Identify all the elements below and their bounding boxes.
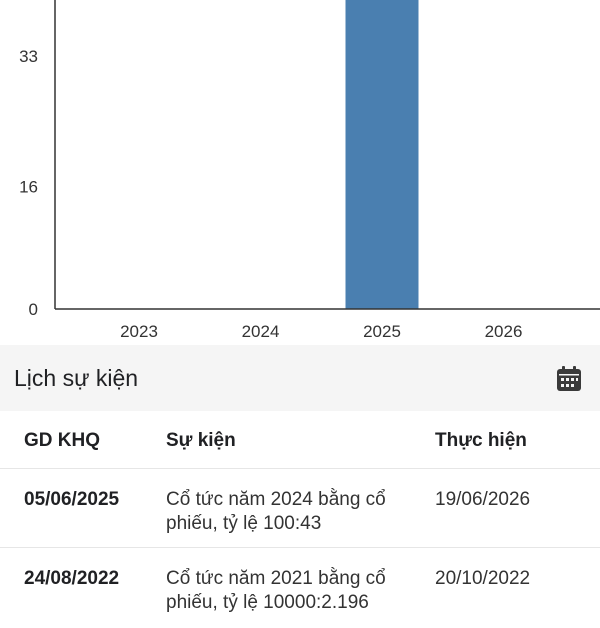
table-row[interactable]: 24/08/2022 Cổ tức năm 2021 bằng cổ phiếu… <box>0 548 600 628</box>
bar-2025 <box>345 0 419 309</box>
row-done: 20/10/2022 <box>435 568 531 589</box>
events-section-header: Lịch sự kiện <box>0 345 600 411</box>
x-tick-label: 2023 <box>120 322 158 341</box>
column-header-event: Sự kiện <box>166 430 236 451</box>
y-tick-label: 16 <box>19 177 38 196</box>
bar-chart-svg: 0 16 33 2023 2024 2025 2026 <box>19 0 600 341</box>
row-event: Cổ tức năm 2021 bằng cổ phiếu, tỷ lệ 100… <box>166 568 386 613</box>
events-table: GD KHQ Sự kiện Thực hiện 05/06/2025 Cổ t… <box>0 411 600 628</box>
x-tick-label: 2025 <box>363 322 401 341</box>
row-ex-date: 24/08/2022 <box>24 568 120 589</box>
calendar-icon[interactable] <box>554 364 584 394</box>
x-tick-label: 2024 <box>242 322 280 341</box>
row-done: 19/06/2026 <box>435 489 531 510</box>
y-tick-label: 33 <box>19 47 38 66</box>
y-tick-label: 0 <box>29 300 38 319</box>
table-header-row: GD KHQ Sự kiện Thực hiện <box>0 411 600 469</box>
column-header-ex-date: GD KHQ <box>24 430 100 451</box>
bar-chart: 0 16 33 2023 2024 2025 2026 <box>19 0 600 341</box>
row-event: Cổ tức năm 2024 bằng cổ phiếu, tỷ lệ 100… <box>166 489 386 534</box>
x-tick-label: 2026 <box>485 322 523 341</box>
column-header-done: Thực hiện <box>435 430 527 451</box>
events-section-title: Lịch sự kiện <box>14 365 139 391</box>
table-row[interactable]: 05/06/2025 Cổ tức năm 2024 bằng cổ phiếu… <box>0 469 600 548</box>
row-ex-date: 05/06/2025 <box>24 489 120 510</box>
